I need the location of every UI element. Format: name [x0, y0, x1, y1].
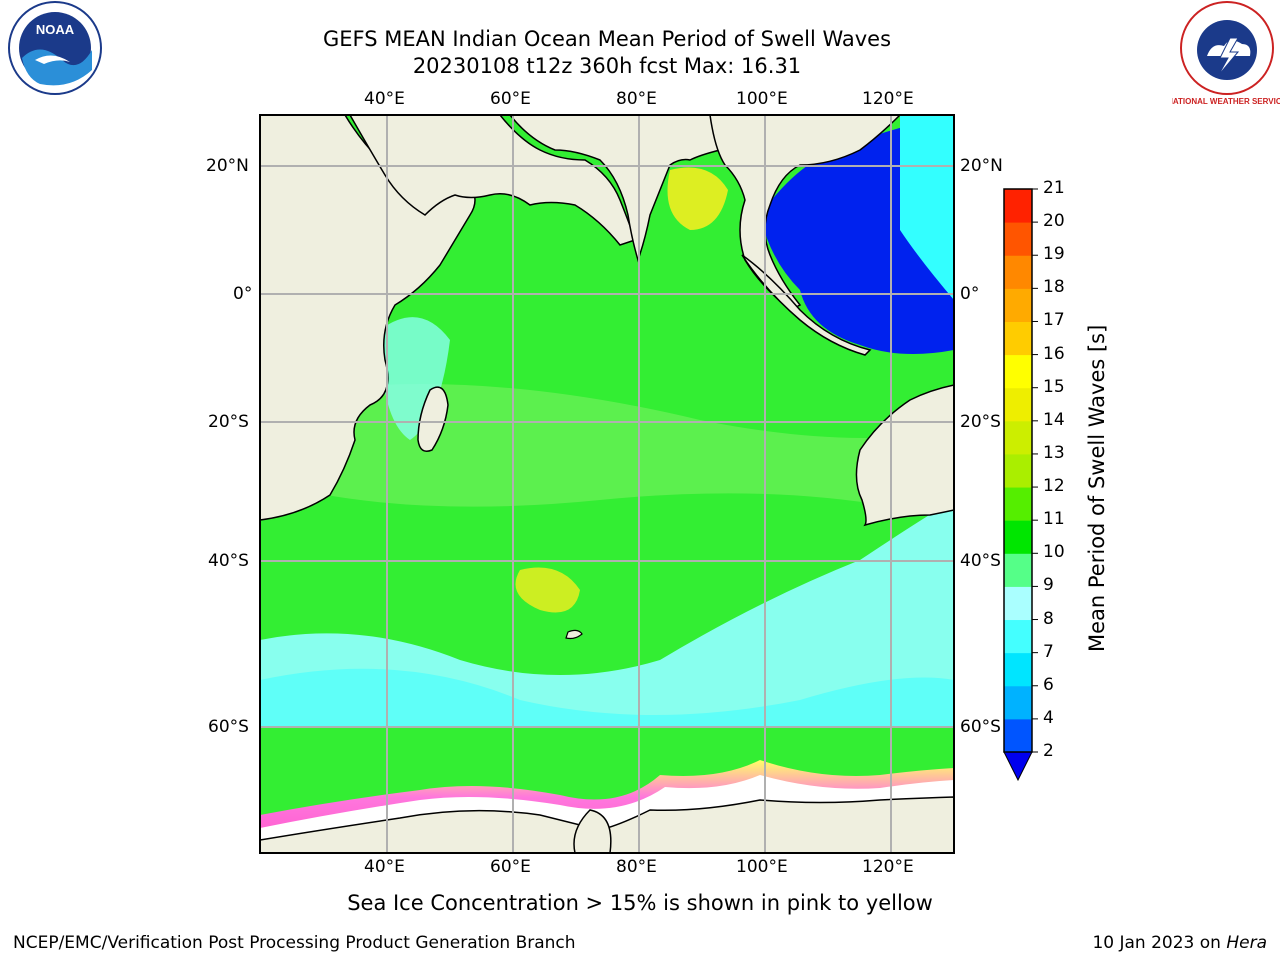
lat-tick-left-20s: 20°S [208, 412, 249, 432]
colorbar-tick-label: 21 [1043, 178, 1065, 198]
colorbar-title: Mean Period of Swell Waves [s] [1085, 324, 1109, 652]
colorbar-segment [1004, 553, 1032, 587]
land-arabia [349, 115, 636, 246]
colorbar-segment [1004, 420, 1032, 455]
colorbar-segment [1004, 619, 1032, 654]
colorbar-segment [1004, 288, 1032, 322]
colorbar-tick-label: 12 [1043, 476, 1065, 497]
land-kerguelen [565, 629, 583, 640]
land-antarctica [260, 796, 954, 853]
colorbar-segment [1004, 189, 1032, 223]
nws-logo: NATIONAL WEATHER SERVICE [1172, 1, 1280, 106]
colorbar-tick-label: 4 [1043, 707, 1054, 728]
map-subtitle: 20230108 t12z 360h fcst Max: 16.31 [412, 54, 802, 78]
colorbar-tick-label: 10 [1043, 542, 1065, 563]
lat-tick-right-20n: 20°N [960, 156, 1003, 176]
colorbar-under-arrow [1003, 751, 1033, 782]
colorbar-segment [1004, 255, 1032, 289]
colorbar-tick-label: 7 [1043, 641, 1054, 662]
colorbar-segment [1004, 453, 1032, 488]
graticule [260, 115, 954, 853]
lat-tick-right-60s: 60°S [960, 717, 1001, 737]
land-se-asia [709, 115, 902, 311]
colorbar-tick-label: 16 [1043, 343, 1065, 364]
ocean-cyan-band [260, 500, 954, 730]
footer-host: Hera [1226, 933, 1267, 953]
ocean-yellow-patch-bay [667, 167, 728, 230]
colorbar-segment [1004, 586, 1032, 621]
colorbar-tick-label: 14 [1043, 409, 1065, 430]
colorbar-tick-label: 11 [1043, 509, 1065, 530]
colorbar-segment [1004, 387, 1032, 422]
colorbar-tick-label: 20 [1043, 211, 1065, 232]
colorbar-frame [1003, 188, 1033, 753]
lon-tick-bottom-100: 100°E [736, 857, 788, 877]
colorbar-segment [1004, 520, 1032, 554]
land-australia [855, 384, 954, 527]
map-frame [259, 114, 955, 854]
lon-tick-top-120: 120°E [862, 89, 914, 109]
lon-tick-bottom-80: 80°E [616, 857, 657, 877]
colorbar-tick-label: 19 [1043, 244, 1065, 265]
lon-tick-top-80: 80°E [616, 89, 657, 109]
lat-tick-left-20n: 20°N [206, 156, 249, 176]
lat-tick-left-40s: 40°S [208, 551, 249, 571]
lat-tick-left-0: 0° [233, 284, 253, 304]
colorbar-segment [1004, 222, 1032, 256]
ocean-yellow-patch [515, 567, 580, 613]
colorbar-tick-label: 9 [1043, 575, 1054, 596]
colorbar-tick-label: 2 [1043, 741, 1054, 761]
colorbar-tick-label: 17 [1043, 310, 1065, 331]
colorbar-tick-label: 13 [1043, 442, 1065, 463]
noaa-logo-text: NOAA [36, 22, 75, 37]
lat-tick-left-60s: 60°S [208, 717, 249, 737]
footer-left: NCEP/EMC/Verification Post Processing Pr… [13, 933, 576, 953]
ocean-cyan-pacific [900, 115, 954, 300]
noaa-logo: NOAA [8, 1, 102, 95]
lat-tick-right-0: 0° [960, 284, 980, 304]
lat-tick-right-40s: 40°S [960, 551, 1001, 571]
colorbar-segment [1004, 718, 1032, 753]
colorbar-segment [1004, 652, 1032, 687]
land-antarctica-peninsula [573, 809, 612, 853]
lon-tick-bottom-40: 40°E [364, 857, 405, 877]
colorbar-tick-label: 15 [1043, 376, 1065, 397]
colorbar-tick-label: 6 [1043, 674, 1054, 695]
lat-tick-right-20s: 20°S [960, 412, 1001, 432]
lon-tick-top-60: 60°E [490, 89, 531, 109]
lon-tick-bottom-60: 60°E [490, 857, 531, 877]
footer-date: 10 Jan 2023 on [1092, 933, 1227, 953]
footer-right: 10 Jan 2023 on Hera [1092, 933, 1267, 953]
lon-tick-top-100: 100°E [736, 89, 788, 109]
colorbar-segment [1004, 321, 1032, 356]
colorbar-tick-label: 8 [1043, 608, 1054, 629]
land-madagascar [417, 386, 449, 452]
ocean-cyan-band-2 [260, 668, 954, 730]
colorbar-segment [1004, 685, 1032, 720]
sea-ice-note: Sea Ice Concentration > 15% is shown in … [347, 891, 933, 915]
map-title: GEFS MEAN Indian Ocean Mean Period of Sw… [322, 27, 892, 51]
colorbar-segment [1004, 487, 1032, 521]
colorbar-segment [1004, 354, 1032, 389]
lon-tick-top-40: 40°E [364, 89, 405, 109]
nws-logo-text: NATIONAL WEATHER SERVICE [1172, 97, 1280, 106]
lon-tick-bottom-120: 120°E [862, 857, 914, 877]
colorbar-tick-label: 18 [1043, 277, 1065, 298]
